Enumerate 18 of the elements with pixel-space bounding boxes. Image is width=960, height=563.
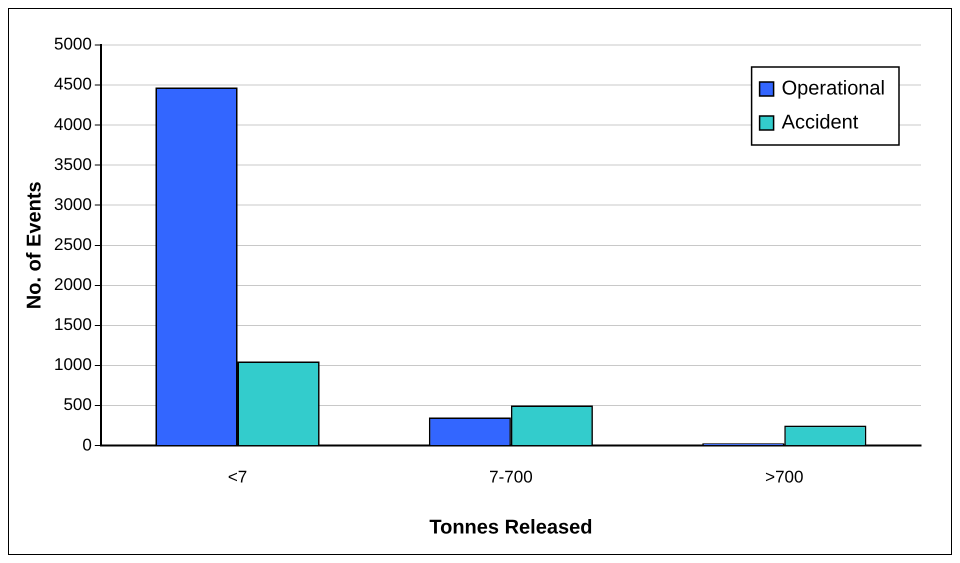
y-tick-label: 3000: [54, 194, 92, 214]
y-tick-label: 3500: [54, 154, 92, 174]
y-tick-label: 5000: [54, 34, 92, 54]
x-tick-label: >700: [765, 467, 804, 486]
y-tick-label: 2000: [54, 275, 92, 294]
x-tick-label: 7-700: [489, 467, 533, 486]
legend-label: Accident: [782, 112, 859, 134]
y-tick-label: 1000: [54, 355, 92, 374]
y-axis-title: No. of Events: [24, 181, 46, 310]
x-axis-title: Tonnes Released: [429, 516, 592, 539]
legend-label: Operational: [782, 78, 886, 100]
y-tick-label: 0: [82, 435, 92, 454]
x-tick-label: <7: [228, 467, 248, 486]
y-tick-label: 2500: [54, 234, 92, 254]
y-tick-label: 500: [63, 395, 92, 414]
y-tick-label: 4500: [54, 74, 92, 94]
y-tick-label: 4000: [54, 114, 92, 134]
y-tick-label: 1500: [54, 315, 92, 334]
